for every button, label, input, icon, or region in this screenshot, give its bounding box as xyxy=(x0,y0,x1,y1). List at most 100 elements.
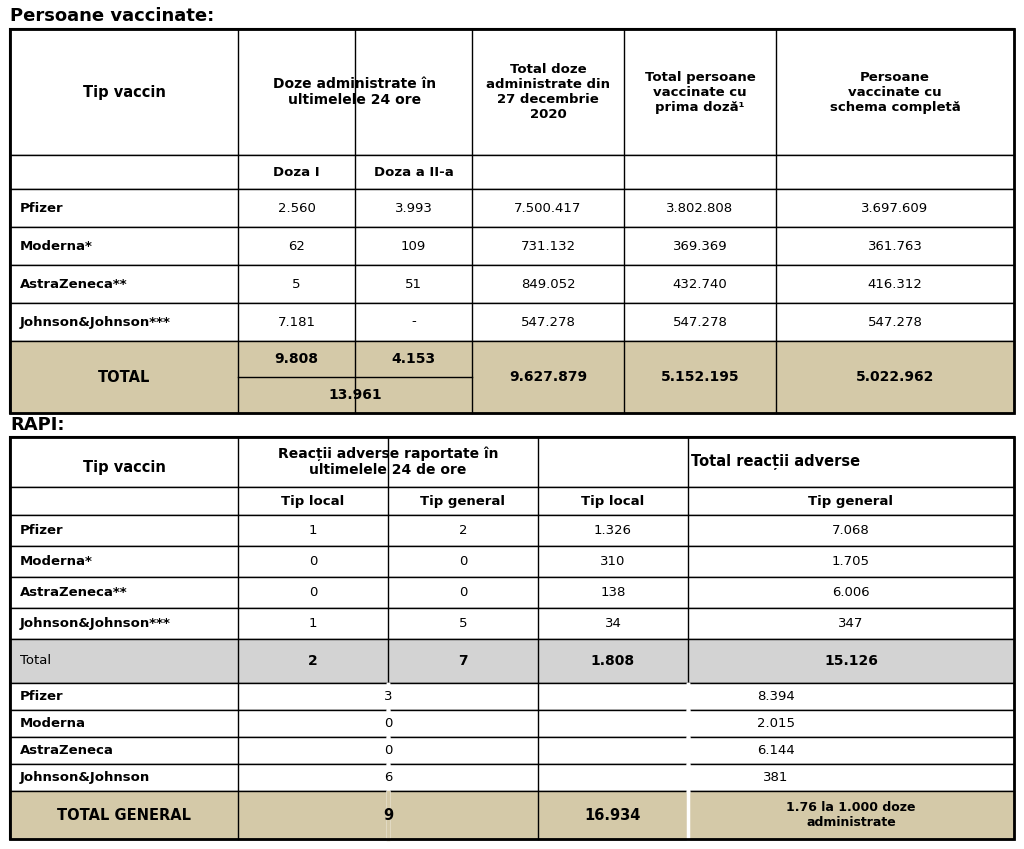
Text: Pfizer: Pfizer xyxy=(20,524,63,537)
Text: Johnson&Johnson***: Johnson&Johnson*** xyxy=(20,617,171,630)
Text: 138: 138 xyxy=(600,586,626,599)
Text: 310: 310 xyxy=(600,555,626,568)
Text: Tip local: Tip local xyxy=(582,494,645,508)
Text: 849.052: 849.052 xyxy=(520,278,575,290)
Bar xyxy=(10,764,1014,791)
Text: 2: 2 xyxy=(308,654,317,668)
Text: 6.006: 6.006 xyxy=(833,586,869,599)
Text: 8.394: 8.394 xyxy=(757,690,795,703)
Text: 5: 5 xyxy=(459,617,467,630)
Text: Tip general: Tip general xyxy=(421,494,506,508)
Bar xyxy=(10,791,1014,839)
Bar xyxy=(10,29,1014,155)
Text: Doze administrate în
ultimelele 24 ore: Doze administrate în ultimelele 24 ore xyxy=(273,77,436,107)
Text: Total persoane
vaccinate cu
prima doză¹: Total persoane vaccinate cu prima doză¹ xyxy=(645,70,756,114)
Text: 7.500.417: 7.500.417 xyxy=(514,201,582,215)
Bar xyxy=(10,437,1014,839)
Text: Johnson&Johnson: Johnson&Johnson xyxy=(20,771,151,784)
Bar xyxy=(10,737,1014,764)
Text: 1: 1 xyxy=(309,617,317,630)
Text: 5.022.962: 5.022.962 xyxy=(856,370,934,384)
Text: 547.278: 547.278 xyxy=(520,316,575,329)
Text: Total doze
administrate din
27 decembrie
2020: Total doze administrate din 27 decembrie… xyxy=(486,63,610,121)
Bar xyxy=(10,487,1014,515)
Text: 432.740: 432.740 xyxy=(673,278,727,290)
Text: AstraZeneca: AstraZeneca xyxy=(20,744,114,757)
Bar xyxy=(10,265,1014,303)
Text: 7.068: 7.068 xyxy=(833,524,869,537)
Text: TOTAL: TOTAL xyxy=(98,369,151,385)
Text: Moderna*: Moderna* xyxy=(20,239,93,252)
Text: 4.153: 4.153 xyxy=(391,352,435,366)
Text: -: - xyxy=(411,316,416,329)
Text: 0: 0 xyxy=(309,586,317,599)
Bar xyxy=(10,437,1014,839)
Text: 3: 3 xyxy=(384,690,392,703)
Text: TOTAL GENERAL: TOTAL GENERAL xyxy=(57,807,191,823)
Text: 51: 51 xyxy=(406,278,422,290)
Text: 381: 381 xyxy=(763,771,788,784)
Text: 547.278: 547.278 xyxy=(673,316,727,329)
Text: 109: 109 xyxy=(400,239,426,252)
Text: Tip vaccin: Tip vaccin xyxy=(83,85,166,99)
Text: Pfizer: Pfizer xyxy=(20,690,63,703)
Bar xyxy=(10,546,1014,577)
Text: 3.697.609: 3.697.609 xyxy=(861,201,929,215)
Text: 7.181: 7.181 xyxy=(278,316,315,329)
Bar xyxy=(10,577,1014,608)
Text: 16.934: 16.934 xyxy=(585,807,641,823)
Text: 1.705: 1.705 xyxy=(831,555,870,568)
Text: AstraZeneca**: AstraZeneca** xyxy=(20,586,128,599)
Text: 62: 62 xyxy=(288,239,305,252)
Text: 1: 1 xyxy=(309,524,317,537)
Bar xyxy=(10,437,1014,487)
Bar xyxy=(10,227,1014,265)
Text: AstraZeneca**: AstraZeneca** xyxy=(20,278,128,290)
Text: 2.015: 2.015 xyxy=(757,717,795,730)
Text: Moderna*: Moderna* xyxy=(20,555,93,568)
Text: Moderna: Moderna xyxy=(20,717,86,730)
Text: 1.326: 1.326 xyxy=(594,524,632,537)
Bar xyxy=(10,515,1014,546)
Text: 34: 34 xyxy=(604,617,622,630)
Bar xyxy=(10,189,1014,227)
Text: Reacții adverse raportate în
ultimelele 24 de ore: Reacții adverse raportate în ultimelele … xyxy=(278,447,499,477)
Text: 547.278: 547.278 xyxy=(867,316,923,329)
Text: 3.802.808: 3.802.808 xyxy=(667,201,733,215)
Text: Doza I: Doza I xyxy=(273,166,319,178)
Text: 15.126: 15.126 xyxy=(824,654,878,668)
Text: 361.763: 361.763 xyxy=(867,239,923,252)
Bar xyxy=(10,303,1014,341)
Bar xyxy=(10,710,1014,737)
Bar xyxy=(10,29,1014,413)
Text: 0: 0 xyxy=(384,717,392,730)
Text: 0: 0 xyxy=(309,555,317,568)
Text: 9.808: 9.808 xyxy=(274,352,318,366)
Text: 731.132: 731.132 xyxy=(520,239,575,252)
Text: 13.961: 13.961 xyxy=(328,388,382,402)
Text: Tip vaccin: Tip vaccin xyxy=(83,459,166,475)
Text: 347: 347 xyxy=(839,617,863,630)
Text: Pfizer: Pfizer xyxy=(20,201,63,215)
Text: 6: 6 xyxy=(384,771,392,784)
Text: Persoane
vaccinate cu
schema completă: Persoane vaccinate cu schema completă xyxy=(829,70,961,114)
Text: Tip local: Tip local xyxy=(282,494,345,508)
Text: 2.560: 2.560 xyxy=(278,201,315,215)
Text: 0: 0 xyxy=(459,586,467,599)
Text: RAPI:: RAPI: xyxy=(10,416,65,434)
Text: 9: 9 xyxy=(383,807,393,823)
Bar xyxy=(10,608,1014,639)
Text: 9.627.879: 9.627.879 xyxy=(509,370,587,384)
Text: Total: Total xyxy=(20,655,51,667)
Bar xyxy=(10,341,1014,413)
Text: 0: 0 xyxy=(459,555,467,568)
Text: Persoane vaccinate:: Persoane vaccinate: xyxy=(10,7,214,25)
Text: 0: 0 xyxy=(384,744,392,757)
Text: Doza a II-a: Doza a II-a xyxy=(374,166,454,178)
Text: 2: 2 xyxy=(459,524,467,537)
Text: 416.312: 416.312 xyxy=(867,278,923,290)
Text: 6.144: 6.144 xyxy=(757,744,795,757)
Text: Total reacții adverse: Total reacții adverse xyxy=(691,454,860,470)
Text: 5: 5 xyxy=(292,278,301,290)
Text: Johnson&Johnson***: Johnson&Johnson*** xyxy=(20,316,171,329)
